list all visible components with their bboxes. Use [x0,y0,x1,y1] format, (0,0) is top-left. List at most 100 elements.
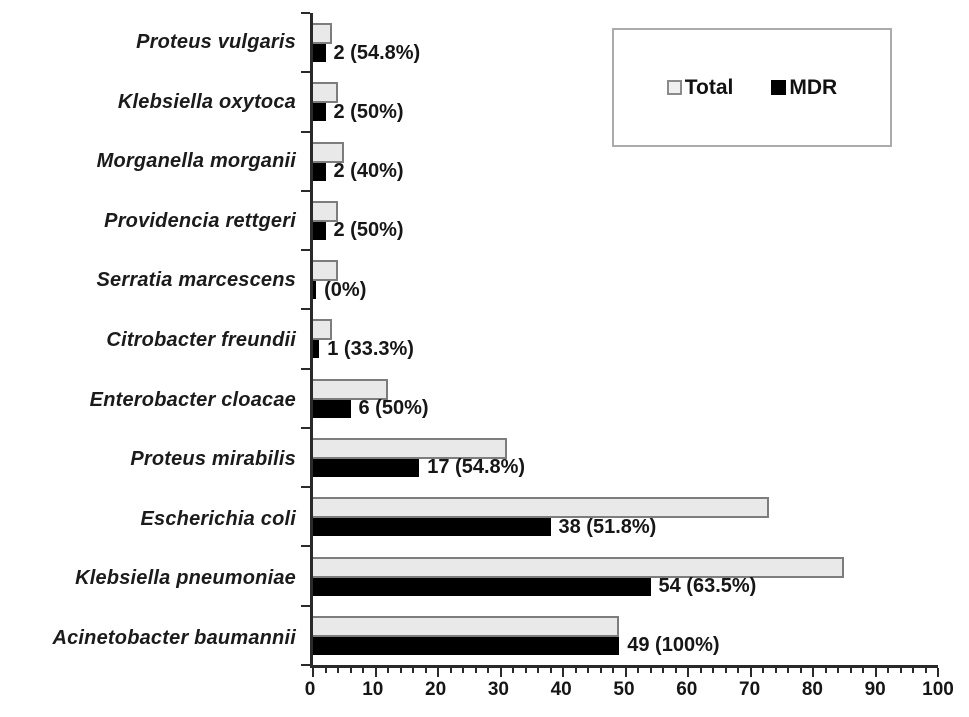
x-axis-tick [437,668,439,677]
x-axis-tick [912,668,914,673]
category-row: 6 (50%) [313,369,938,428]
mdr-line: 54 (63.5%) [313,575,938,598]
x-axis-tick [824,668,827,673]
category-label: Klebsiella pneumoniae [75,567,296,590]
x-axis-label: 70 [739,679,761,700]
x-axis-tick [324,668,327,673]
x-axis-tick [862,668,864,673]
mdr-bar [313,458,420,477]
y-axis-tick [301,249,310,252]
x-axis-label: 10 [362,679,384,700]
mdr-line: 38 (51.8%) [313,516,938,538]
value-label: 54 (63.5%) [658,575,757,598]
x-axis-tick [749,668,752,677]
value-label: 2 (54.8%) [333,41,421,64]
mdr-bar [313,577,651,596]
x-axis-tick [762,668,764,673]
x-axis-tick [474,668,477,673]
x-axis-tick [549,668,552,673]
x-axis-label: 0 [304,679,316,700]
category-row: (0%) [313,250,938,309]
x-axis-tick [562,668,564,677]
mdr-bar [313,221,326,240]
y-axis-tick [301,426,310,429]
x-axis-tick [387,668,389,673]
value-label: 2 (50%) [333,100,404,123]
x-axis-label: 60 [676,679,698,700]
x-axis-tick [937,668,939,677]
legend-label-total: Total [684,75,734,99]
legend-entry-mdr: MDR [771,76,837,100]
mdr-line: 1 (33.3%) [313,337,938,360]
x-axis-tick [449,668,452,673]
value-label: (0%) [324,278,367,301]
x-axis-tick [349,668,352,673]
category-row: 49 (100%) [313,606,938,665]
x-axis-tick [612,668,614,673]
category-label: Providencia rettgeri [104,209,296,232]
total-swatch-icon [666,80,682,95]
total-bar [313,319,332,341]
mdr-bar [313,340,320,359]
category-row: 38 (51.8%) [313,487,938,546]
total-bar [313,556,845,578]
x-axis-tick [674,668,677,673]
category-label: Escherichia coli [140,507,296,530]
category-label: Proteus mirabilis [130,448,296,471]
value-label: 49 (100%) [627,634,720,657]
value-label: 2 (40%) [333,160,404,183]
x-axis-label: 40 [550,679,572,700]
category-label: Serratia marcescens [96,269,296,292]
total-bar [313,497,770,519]
mdr-line: (0%) [313,278,938,301]
category-row: 17 (54.8%) [313,428,938,487]
mdr-line: 2 (50%) [313,100,938,123]
x-axis-tick [924,668,927,673]
mdr-bar [313,162,326,181]
x-axis-tick [662,668,664,673]
x-axis-tick [774,668,777,673]
x-axis-tick [849,668,852,673]
category-row: 2 (40%) [313,132,938,191]
x-axis-tick [462,668,464,673]
x-axis-tick [787,668,789,673]
value-label: 6 (50%) [358,397,429,420]
value-label: 2 (50%) [333,219,404,242]
x-axis-tick [712,668,714,673]
x-axis-label: 80 [801,679,823,700]
x-axis-label: 100 [922,679,954,700]
x-axis-tick [537,668,539,673]
x-axis-tick [412,668,414,673]
legend-entry-total: Total [666,75,734,100]
category-label: Enterobacter cloacae [89,388,296,411]
category-label: Citrobacter freundii [106,329,296,351]
total-bar [313,200,338,222]
x-axis-tick [399,668,402,673]
plot-rows: 2 (54.8%) 2 (50%) 2 (40%) 2 (50%) (0%) 1 (33.… [313,13,938,665]
y-axis-tick [301,486,310,489]
x-axis-tick [499,668,502,677]
x-axis-tick [362,668,364,673]
x-axis-tick [587,668,589,673]
mdr-line: 17 (54.8%) [313,456,938,478]
legend-label-mdr: MDR [789,75,838,99]
category-row: 54 (63.5%) [313,546,938,605]
mdr-bar [313,399,351,418]
category-label: Morganella morganii [96,150,296,173]
x-axis-tick [599,668,602,673]
y-axis-tick [301,71,310,74]
category-label: Proteus vulgaris [136,31,296,54]
x-axis-ticks [312,665,939,677]
x-axis-tick [512,668,514,673]
mdr-bar [313,103,326,122]
mdr-line: 2 (54.8%) [313,41,938,64]
mdr-swatch-icon [771,80,787,95]
x-axis-tick [837,668,839,673]
x-axis-label: 90 [864,679,886,700]
value-label: 1 (33.3%) [327,337,414,360]
category-row: 2 (50%) [313,72,938,131]
x-axis-tick [624,668,627,677]
y-axis-tick [301,604,310,607]
total-bar [313,23,332,45]
